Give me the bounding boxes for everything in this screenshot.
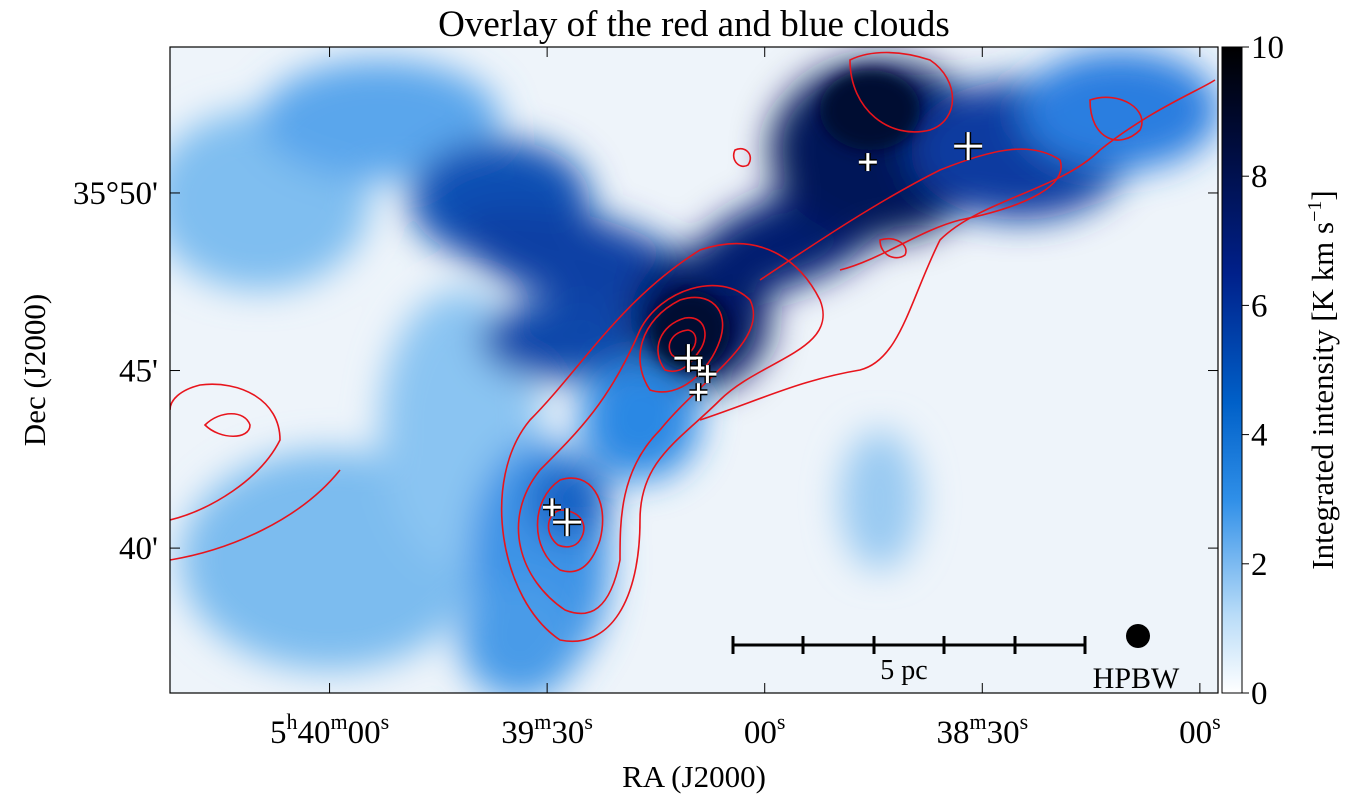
y-tick-label: 35°50' bbox=[73, 176, 158, 212]
scale-bar-label: 5 pc bbox=[880, 655, 927, 686]
y-axis-label: Dec (J2000) bbox=[17, 294, 52, 446]
beam-label: HPBW bbox=[1093, 662, 1180, 695]
colorbar-tick-label: 4 bbox=[1251, 418, 1268, 454]
colorbar-label-main: Integrated intensity [K km s bbox=[1305, 222, 1340, 570]
y-tick-label: 45' bbox=[119, 354, 158, 390]
small-source bbox=[698, 365, 717, 384]
large-source bbox=[954, 132, 983, 161]
beam bbox=[1126, 624, 1150, 648]
colorbar-tick-label: 0 bbox=[1251, 676, 1268, 712]
x-tick-label: 39m30s bbox=[501, 709, 593, 751]
small-source bbox=[689, 383, 708, 402]
colorbar bbox=[1221, 46, 1243, 694]
colorbar-label: Integrated intensity [K km s−1] bbox=[1304, 190, 1340, 569]
x-axis-label: RA (J2000) bbox=[622, 759, 766, 794]
colorbar-tick-label: 6 bbox=[1251, 288, 1268, 324]
scale-bar bbox=[731, 636, 1087, 654]
intensity-map bbox=[170, 47, 1218, 693]
large-source bbox=[674, 344, 703, 373]
small-source bbox=[542, 498, 561, 517]
chart-title: Overlay of the red and blue clouds bbox=[438, 4, 950, 45]
x-tick-label: 00s bbox=[1179, 709, 1221, 751]
colorbar-tick-label: 10 bbox=[1251, 30, 1284, 66]
x-tick-label: 00s bbox=[744, 709, 786, 751]
y-tick-label: 40' bbox=[119, 531, 158, 567]
colorbar-tick-label: 2 bbox=[1251, 547, 1268, 583]
x-tick-label: 38m30s bbox=[936, 709, 1028, 751]
plot-frame bbox=[169, 46, 1219, 694]
x-tick-label: 5h40m00s bbox=[270, 709, 389, 751]
large-source bbox=[553, 508, 582, 537]
colorbar-tick-label: 8 bbox=[1251, 159, 1268, 195]
colorbar-label-end: ] bbox=[1305, 190, 1340, 200]
small-source bbox=[858, 153, 877, 172]
colorbar-label-sup: −1 bbox=[1304, 201, 1326, 222]
